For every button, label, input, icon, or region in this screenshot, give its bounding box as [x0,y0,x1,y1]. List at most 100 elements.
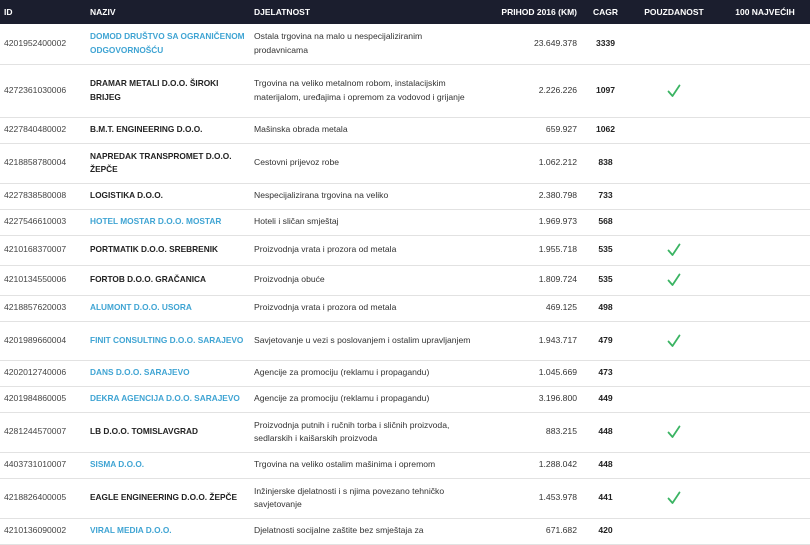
column-header-prihod[interactable]: PRIHOD 2016 (KM) [501,7,577,17]
reliability-cell [628,452,720,479]
revenue-2016: 1.943.717 [478,321,583,361]
top100-cell [720,386,810,413]
table-row[interactable]: 4210134550006 FORTOB D.O.O. GRAČANICA Proi… [0,265,810,296]
company-id: 4218857620003 [0,295,86,322]
table-row[interactable]: 4201952400002 DOMOD DRUŠTVO SA OGRANIČENO… [0,24,810,65]
activity: Mašinska obrada metala [250,117,478,144]
revenue-2016: 469.125 [478,295,583,322]
company-name: LOGISTIKA D.O.O. [90,190,163,201]
table-row[interactable]: 4403731010007 SISMA D.O.O. Trgovina na vel… [0,452,810,479]
reliability-cell [628,235,720,266]
company-name-cell: B.M.T. ENGINEERING D.O.O. [86,117,250,144]
table-row[interactable]: 4227838580008 LOGISTIKA D.O.O. Nespecijali… [0,183,810,210]
company-name-link[interactable]: FINIT CONSULTING D.O.O. SARAJEVO [90,334,244,345]
column-header-najvecih[interactable]: 100 NAJVEĆIH [735,7,795,17]
column-header-naziv[interactable]: NAZIV [90,7,116,17]
company-name: PORTMATIK D.O.O. SREBRENIK [90,244,218,255]
table-row[interactable]: 4218857620003 ALUMONT D.O.O. USORA Proizvo… [0,295,810,322]
company-name: DRAMAR METALI D.O.O. ŠIROKI BRIJEG [90,78,219,102]
table-row[interactable]: 4201984860005 DEKRA AGENCIJA D.O.O. SARAJ… [0,386,810,413]
reliability-cell [628,321,720,361]
cagr-value: 449 [583,386,628,413]
cagr-value: 441 [583,478,628,519]
checkmark-icon [667,334,681,347]
top100-cell [720,235,810,266]
top100-cell [720,478,810,519]
company-name-link[interactable]: SISMA D.O.O. [90,459,145,470]
company-id: 4218826400005 [0,478,86,519]
company-id: 4403731010007 [0,452,86,479]
reliability-cell [628,518,720,545]
revenue-2016: 1.288.042 [478,452,583,479]
activity: Proizvodnja putnih i ručnih torba i slič… [250,412,478,453]
table-row[interactable]: 4218826400005 EAGLE ENGINEERING D.O.O. ŽE… [0,478,810,519]
revenue-2016: 1.969.973 [478,209,583,236]
table-row[interactable]: 4210136090002 VIRAL MEDIA D.O.O. Djelatnos… [0,518,810,545]
table-row[interactable]: 4281244570007 LB D.O.O. TOMISLAVGRAD Proiz… [0,412,810,453]
cagr-value: 479 [583,321,628,361]
activity: Cestovni prijevoz robe [250,143,478,184]
company-name-cell: DOMOD DRUŠTVO SA OGRANIČENOM ODGOVORNOŠĆ… [86,24,250,65]
table-row[interactable]: 4210168370007 PORTMATIK D.O.O. SREBRENIK P… [0,235,810,266]
revenue-2016: 1.045.669 [478,360,583,387]
company-name-link[interactable]: DEKRA AGENCIJA D.O.O. SARAJEVO [90,393,240,404]
revenue-2016: 671.682 [478,518,583,545]
company-name-cell: PORTMATIK D.O.O. SREBRENIK [86,235,250,266]
table-row[interactable]: 4202012740006 DANS D.O.O. SARAJEVO Agencij… [0,360,810,387]
revenue-2016: 2.226.226 [478,64,583,118]
activity: Trgovina na veliko ostalim mašinima i op… [250,452,478,479]
checkmark-icon [667,273,681,286]
table-row[interactable]: 4272361030006 DRAMAR METALI D.O.O. ŠIROKI… [0,64,810,118]
table-row[interactable]: 4201989660004 FINIT CONSULTING D.O.O. SAR… [0,321,810,361]
reliability-cell [628,478,720,519]
company-name-cell: ALUMONT D.O.O. USORA [86,295,250,322]
reliability-cell [628,24,720,65]
activity: Hoteli i sličan smještaj [250,209,478,236]
activity: Agencije za promociju (reklamu i propaga… [250,386,478,413]
top100-cell [720,265,810,296]
cagr-value: 3339 [583,24,628,65]
reliability-cell [628,265,720,296]
revenue-2016: 1.062.212 [478,143,583,184]
activity: Agencije za promociju (reklamu i propaga… [250,360,478,387]
column-header-id[interactable]: ID [4,7,13,17]
company-name: LB D.O.O. TOMISLAVGRAD [90,426,199,437]
cagr-value: 448 [583,412,628,453]
top100-cell [720,209,810,236]
cagr-value: 473 [583,360,628,387]
reliability-cell [628,64,720,118]
company-name-link[interactable]: HOTEL MOSTAR D.O.O. MOSTAR [90,216,222,227]
company-id: 4201984860005 [0,386,86,413]
reliability-cell [628,209,720,236]
company-name-cell: HOTEL MOSTAR D.O.O. MOSTAR [86,209,250,236]
column-header-cagr[interactable]: CAGR [592,7,619,17]
activity: Djelatnosti socijalne zaštite bez smješt… [250,518,478,545]
cagr-value: 568 [583,209,628,236]
company-name-link[interactable]: VIRAL MEDIA D.O.O. [90,525,172,536]
cagr-value: 535 [583,235,628,266]
table-row[interactable]: 4227840480002 B.M.T. ENGINEERING D.O.O. Ma… [0,117,810,144]
table-row[interactable]: 4218858780004 NAPREDAK TRANSPROMET D.O.O.… [0,143,810,184]
column-header-pouzdanost[interactable]: POUZDANOST [644,7,704,17]
company-name-link[interactable]: DOMOD DRUŠTVO SA OGRANIČENOM ODGOVORNOŠĆ… [90,31,245,55]
cagr-value: 838 [583,143,628,184]
company-name-cell: SISMA D.O.O. [86,452,250,479]
table-row[interactable]: 4227546610003 HOTEL MOSTAR D.O.O. MOSTAR H… [0,209,810,236]
top100-cell [720,412,810,453]
column-header-djelatnost[interactable]: DJELATNOST [254,7,311,17]
company-id: 4281244570007 [0,412,86,453]
activity: Proizvodnja obuće [250,265,478,296]
company-name-cell: LB D.O.O. TOMISLAVGRAD [86,412,250,453]
company-name: FORTOB D.O.O. GRAČANICA [90,274,207,285]
company-name-cell: DRAMAR METALI D.O.O. ŠIROKI BRIJEG [86,64,250,118]
company-name-cell: EAGLE ENGINEERING D.O.O. ŽEPČE [86,478,250,519]
activity: Ostala trgovina na malo u nespecijalizir… [250,24,478,65]
cagr-value: 733 [583,183,628,210]
company-name-link[interactable]: DANS D.O.O. SARAJEVO [90,367,190,378]
checkmark-icon [667,491,681,504]
company-id: 4201989660004 [0,321,86,361]
company-id: 4227840480002 [0,117,86,144]
table-header: ID NAZIV DJELATNOST PRIHOD 2016 (KM) CAG… [0,0,810,24]
company-name-link[interactable]: ALUMONT D.O.O. USORA [90,302,192,313]
